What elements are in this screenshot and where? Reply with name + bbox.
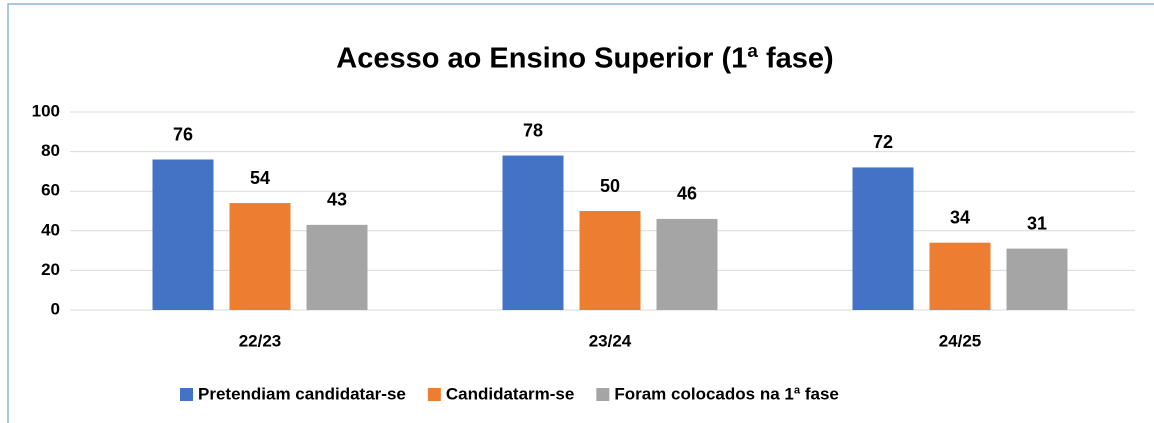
chart-frame — [7, 3, 1154, 423]
bar — [152, 159, 214, 310]
data-label: 76 — [173, 124, 193, 144]
y-tick-label: 20 — [41, 260, 60, 279]
data-label: 50 — [600, 176, 620, 196]
data-label: 43 — [327, 190, 347, 210]
data-label: 72 — [873, 132, 893, 152]
bar — [929, 242, 991, 310]
legend-swatch — [427, 388, 441, 401]
x-tick-label: 22/23 — [239, 331, 282, 350]
legend-swatch — [596, 388, 610, 401]
bar — [229, 203, 291, 310]
data-label: 46 — [677, 184, 697, 204]
bar — [656, 218, 718, 310]
legend-label: Pretendiam candidatar-se — [198, 384, 406, 403]
y-tick-label: 60 — [41, 181, 60, 200]
y-tick-label: 40 — [41, 220, 60, 239]
data-label: 31 — [1027, 213, 1047, 233]
x-tick-label: 24/25 — [939, 331, 982, 350]
data-label: 78 — [523, 120, 543, 140]
chart-title: Acesso ao Ensino Superior (1ª fase) — [336, 43, 833, 75]
legend-swatch — [180, 388, 193, 401]
y-tick-label: 100 — [32, 101, 60, 120]
x-tick-label: 23/24 — [589, 331, 632, 350]
legend-label: Foram colocados na 1ª fase — [614, 384, 839, 403]
bar — [579, 211, 641, 310]
data-label: 34 — [950, 207, 970, 227]
bar — [1006, 248, 1068, 310]
bar — [306, 224, 368, 310]
y-tick-label: 80 — [41, 141, 60, 160]
y-tick-label: 0 — [51, 299, 60, 318]
data-label: 54 — [250, 168, 270, 188]
bar — [502, 155, 564, 310]
legend-label: Candidatarm-se — [446, 384, 574, 403]
bar — [852, 167, 914, 310]
